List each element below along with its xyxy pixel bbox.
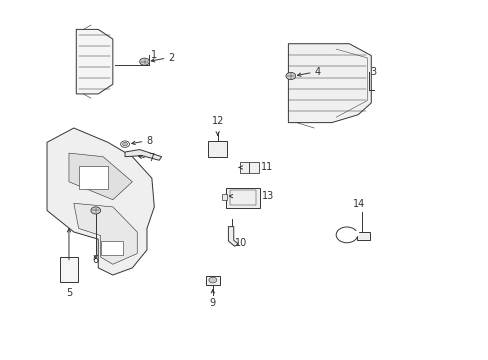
Text: 5: 5 [66,288,72,298]
Bar [205,276,219,285]
Text: 10: 10 [234,238,246,248]
Text: 6: 6 [93,255,99,265]
Text: 7: 7 [148,153,154,163]
Circle shape [121,141,129,147]
Text: 4: 4 [314,67,320,77]
Text: 12: 12 [211,116,224,126]
Text: 11: 11 [260,162,272,172]
Circle shape [285,72,295,80]
Polygon shape [69,153,132,200]
Bar [221,194,227,201]
Text: 9: 9 [209,298,215,309]
Bar [60,257,78,282]
Text: 14: 14 [352,199,365,210]
Bar [229,190,256,206]
Bar [226,188,259,208]
Text: 1: 1 [151,50,157,60]
Polygon shape [288,44,370,123]
Circle shape [208,277,216,283]
Bar [239,162,249,173]
Text: 8: 8 [146,136,152,146]
Polygon shape [228,226,238,246]
Polygon shape [76,30,113,94]
Circle shape [335,227,357,243]
Bar [249,162,259,173]
Polygon shape [346,230,357,235]
Polygon shape [47,128,154,275]
Bar [207,140,227,157]
Text: 2: 2 [167,53,174,63]
Text: 3: 3 [369,67,376,77]
Circle shape [140,58,149,65]
Circle shape [91,207,101,214]
Bar [356,232,369,240]
Circle shape [122,142,127,146]
Bar [101,241,122,255]
Text: 13: 13 [261,191,273,201]
Polygon shape [74,203,137,264]
Polygon shape [125,149,161,160]
Bar [79,166,108,189]
